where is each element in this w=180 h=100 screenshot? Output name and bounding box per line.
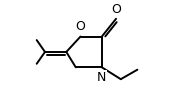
Text: O: O (76, 20, 86, 33)
Text: N: N (97, 71, 107, 84)
Text: O: O (111, 3, 121, 16)
